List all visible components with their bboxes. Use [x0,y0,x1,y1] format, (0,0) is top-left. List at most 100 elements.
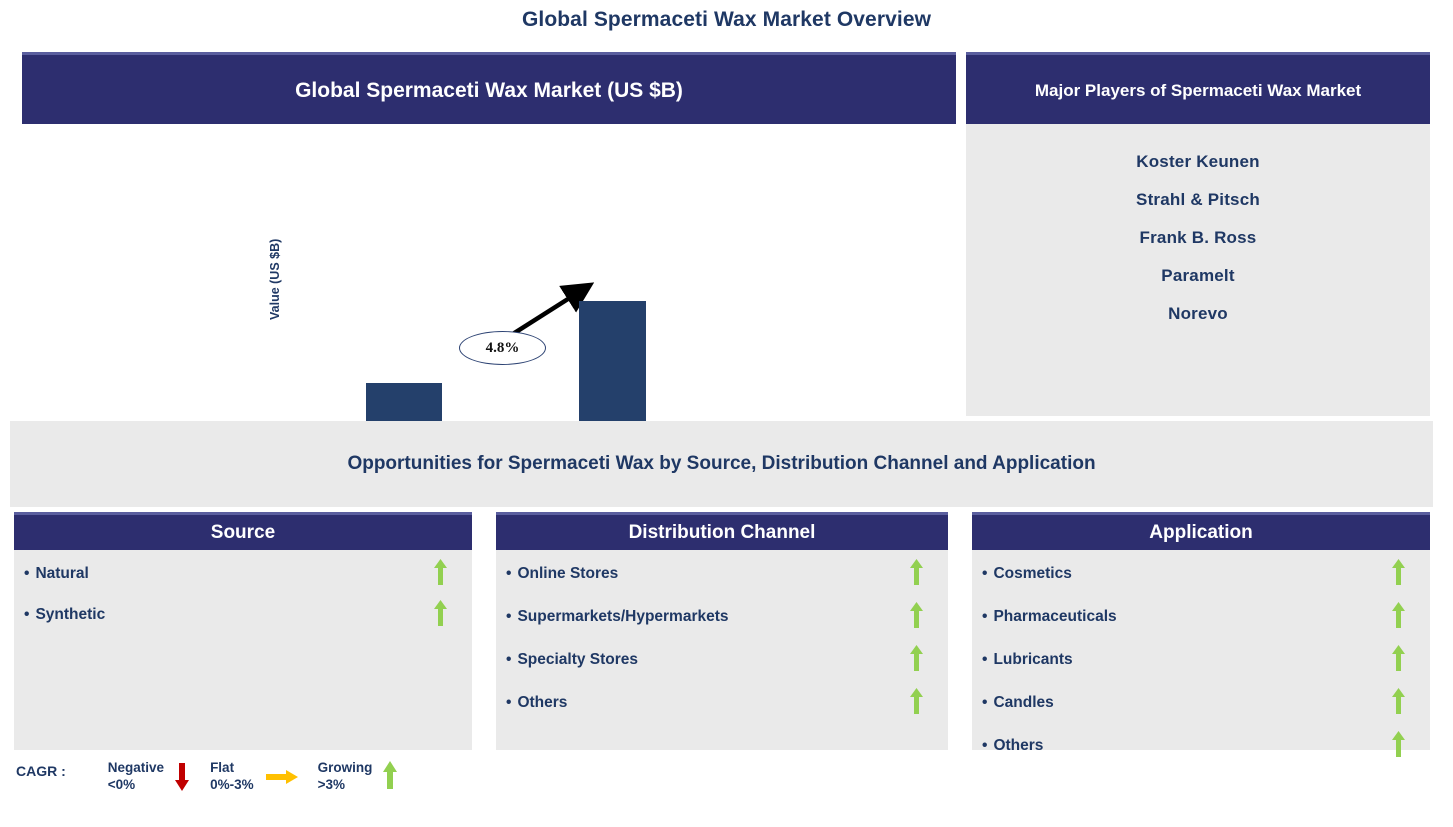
segment-row-text: Synthetic [35,606,106,623]
segment-header-source: Source [14,512,472,550]
list-item: • Candles [982,687,1416,719]
segment-row-text: Others [993,737,1044,754]
segment-row-label: • Supermarkets/Hypermarkets [506,608,729,626]
segment-row-label: • Lubricants [982,651,1073,669]
cagr-legend-item-negative: Negative <0% [108,760,200,796]
arrow-up-icon [382,760,398,796]
arrow-up-icon [433,599,448,631]
bullet-icon: • [24,606,30,623]
segment-row-label: • Specialty Stores [506,651,638,669]
segment-row-text: Cosmetics [993,565,1072,582]
segment-row-text: Supermarkets/Hypermarkets [517,608,729,625]
major-players-list: Koster Keunen Strahl & Pitsch Frank B. R… [966,124,1430,416]
cagr-legend-growing-text: Growing >3% [318,760,373,794]
segment-header-distribution-channel: Distribution Channel [496,512,948,550]
list-item: • Lubricants [982,644,1416,676]
segment-row-text: Others [517,694,568,711]
segment-row-label: • Cosmetics [982,565,1072,583]
bullet-icon: • [982,737,988,754]
cagr-legend-flat-name: Flat [210,760,235,775]
arrow-up-icon [1391,730,1406,762]
segment-panel-application: Application • Cosmetics • Pharmaceuticals … [972,512,1430,757]
arrow-up-icon [1391,644,1406,676]
segment-row-label: • Others [506,694,567,712]
market-chart-card: Global Spermaceti Wax Market (US $B) Val… [22,52,956,535]
segment-body-application: • Cosmetics • Pharmaceuticals • Lubricants … [972,550,1430,757]
list-item: Norevo [1168,304,1228,323]
arrow-up-icon [433,558,448,590]
segment-row-label: • Online Stores [506,565,618,583]
list-item: • Cosmetics [982,558,1416,590]
bullet-icon: • [506,565,512,582]
list-item: Paramelt [1161,266,1235,285]
segment-panel-source: Source • Natural • Synthetic [14,512,472,750]
bullet-icon: • [982,565,988,582]
cagr-growth-arrow-icon [492,282,595,344]
major-players-header-label: Major Players of Spermaceti Wax Market [1034,80,1362,100]
cagr-legend-item-flat: Flat 0%-3% [210,760,308,794]
arrow-right-icon [264,760,298,790]
cagr-legend-negative-range: <0% [107,776,136,792]
bullet-icon: • [506,651,512,668]
segment-body-distribution-channel: • Online Stores • Supermarkets/Hypermarket… [496,550,948,750]
list-item: • Online Stores [506,558,934,590]
market-chart-header-label: Global Spermaceti Wax Market (US $B) [295,79,683,102]
opportunities-band: Opportunities for Spermaceti Wax by Sour… [10,421,1433,507]
list-item: • Specialty Stores [506,644,934,676]
segment-row-text: Natural [35,565,89,582]
major-players-header: Major Players of Spermaceti Wax Market [966,52,1430,127]
bullet-icon: • [982,608,988,625]
segment-row-label: • Natural [24,565,89,583]
segment-row-text: Lubricants [993,651,1073,668]
major-players-card: Major Players of Spermaceti Wax Market K… [966,52,1430,416]
segment-row-text: Specialty Stores [517,651,639,668]
cagr-legend-growing-range: >3% [317,776,345,792]
market-chart-body: Value (US $B) 4.8% 2024 2031 Source : Lu… [22,124,956,535]
market-chart-header: Global Spermaceti Wax Market (US $B) [22,52,956,127]
arrow-up-icon [1391,687,1406,719]
cagr-legend-title: CAGR : [16,763,66,779]
list-item: • Natural [24,558,458,590]
segment-row-text: Pharmaceuticals [993,608,1117,625]
segment-row-label: • Others [982,737,1043,755]
bullet-icon: • [24,565,30,582]
segment-header-label: Application [1149,521,1253,543]
cagr-legend-item-growing: Growing >3% [318,760,409,796]
cagr-legend-flat-text: Flat 0%-3% [210,760,254,794]
segment-row-label: • Pharmaceuticals [982,608,1117,626]
arrow-up-icon [909,687,924,719]
list-item: • Others [982,730,1416,762]
list-item: Strahl & Pitsch [1136,190,1260,209]
arrow-up-icon [1391,558,1406,590]
opportunities-band-label: Opportunities for Spermaceti Wax by Sour… [347,453,1096,474]
arrow-up-icon [1391,601,1406,633]
segment-header-label: Source [210,521,276,543]
cagr-legend-growing-name: Growing [317,760,373,775]
segment-body-source: • Natural • Synthetic [14,550,472,750]
chart-y-axis-label: Value (US $B) [268,238,282,320]
list-item: • Pharmaceuticals [982,601,1416,633]
bullet-icon: • [506,608,512,625]
page-title: Global Spermaceti Wax Market Overview [521,8,932,31]
bullet-icon: • [982,694,988,711]
list-item: • Synthetic [24,599,458,631]
bullet-icon: • [506,694,512,711]
cagr-callout-value: 4.8% [485,339,520,356]
segment-header-label: Distribution Channel [628,521,816,543]
list-item: • Supermarkets/Hypermarkets [506,601,934,633]
arrow-up-icon [909,601,924,633]
segment-row-label: • Synthetic [24,606,105,624]
cagr-legend: CAGR : Negative <0% Flat 0%-3% Growing >… [16,760,418,796]
list-item: Koster Keunen [1136,152,1260,171]
arrow-up-icon [909,558,924,590]
list-item: Frank B. Ross [1139,228,1257,247]
segment-row-text: Online Stores [517,565,619,582]
segment-row-text: Candles [993,694,1054,711]
cagr-legend-negative-text: Negative <0% [108,760,164,794]
arrow-down-icon [174,760,190,796]
list-item: • Others [506,687,934,719]
segment-header-application: Application [972,512,1430,550]
segment-panel-distribution-channel: Distribution Channel • Online Stores • Sup… [496,512,948,750]
cagr-legend-negative-name: Negative [107,760,165,775]
